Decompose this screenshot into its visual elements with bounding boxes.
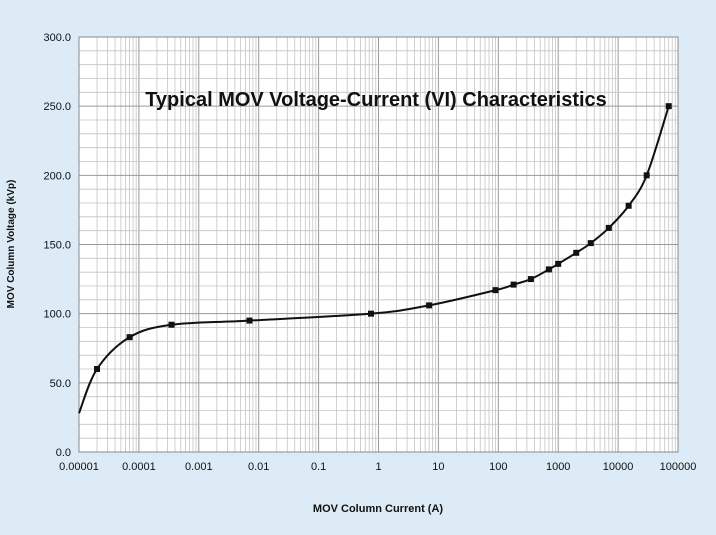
data-point	[368, 310, 375, 317]
y-tick-label: 150.0	[43, 240, 71, 252]
data-point	[246, 317, 253, 324]
data-point	[573, 249, 580, 256]
data-point	[665, 103, 672, 110]
data-point	[545, 266, 552, 273]
x-axis-label: MOV Column Current (A)	[313, 503, 443, 515]
x-tick-label: 0.1	[311, 461, 326, 473]
x-tick-label: 10	[432, 461, 444, 473]
x-tick-label: 100000	[660, 461, 697, 473]
data-point	[168, 321, 175, 328]
y-axis-label: MOV Column Voltage (kVp)	[6, 180, 17, 309]
y-tick-label: 300.0	[43, 32, 71, 44]
series-layer	[78, 103, 672, 414]
x-tick-label: 10000	[603, 461, 634, 473]
data-point	[492, 287, 499, 294]
chart-title: Typical MOV Voltage-Current (VI) Charact…	[145, 89, 607, 111]
data-point	[555, 260, 562, 267]
data-point	[643, 172, 650, 179]
data-point	[94, 366, 101, 372]
x-tick-label: 0.0001	[122, 461, 156, 473]
x-tick-label: 0.00001	[59, 461, 99, 473]
x-tick-label: 100	[489, 461, 507, 473]
x-tick-label: 1	[375, 461, 381, 473]
y-tick-label: 50.0	[50, 378, 71, 390]
y-tick-label: 0.0	[56, 447, 71, 459]
data-point	[126, 334, 133, 341]
data-point	[527, 276, 534, 283]
x-tick-label: 0.01	[248, 461, 269, 473]
data-point	[625, 202, 632, 209]
plot-border	[78, 36, 679, 453]
data-point	[510, 281, 517, 288]
data-point	[587, 240, 594, 247]
y-tick-label: 200.0	[43, 170, 71, 182]
tick-labels: 0.00001 0.0001 0.001 0.01 0.1 1 10 100 1000 10000…	[43, 32, 696, 473]
y-tick-label: 250.0	[43, 101, 71, 113]
data-point	[605, 224, 612, 231]
y-tick-label: 100.0	[43, 309, 71, 321]
x-tick-label: 0.001	[185, 461, 213, 473]
x-tick-label: 1000	[546, 461, 570, 473]
data-point	[426, 302, 433, 309]
